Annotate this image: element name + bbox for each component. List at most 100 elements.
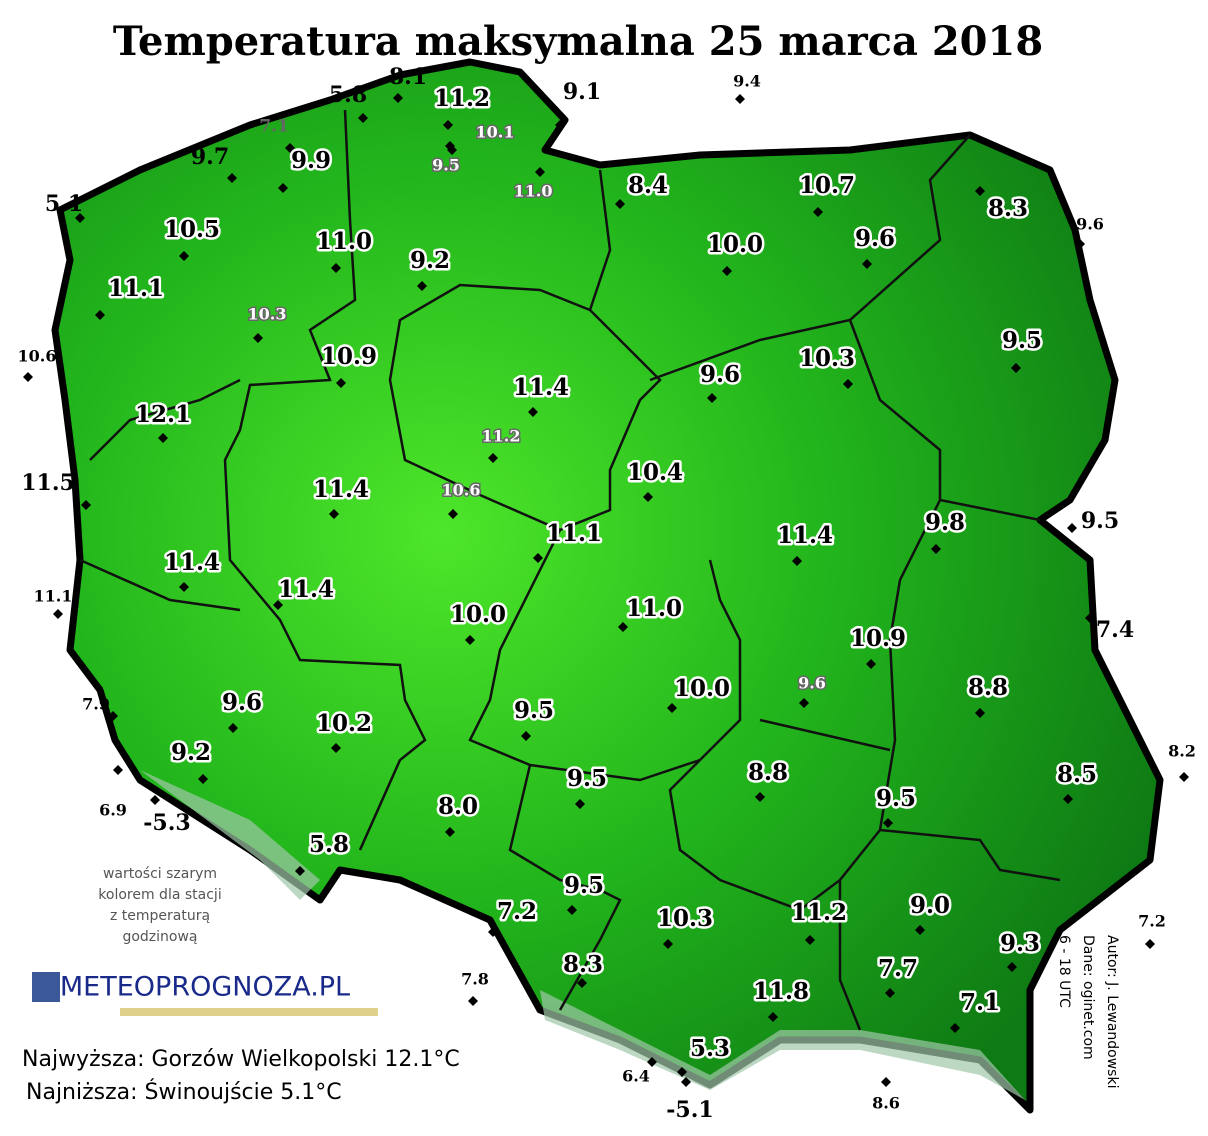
station-label: 10.0 [707, 231, 763, 258]
station-label: 7.4 [1096, 617, 1134, 643]
station-marker [885, 988, 895, 998]
note-line: kolorem dla stacji [98, 887, 221, 903]
station-marker [813, 207, 823, 217]
station-marker [950, 1023, 960, 1033]
station-marker [158, 433, 168, 443]
station-marker [643, 492, 653, 502]
station-marker [465, 635, 475, 645]
station-label: 9.6 [855, 225, 895, 252]
station-marker [528, 407, 538, 417]
station-marker [278, 183, 288, 193]
station-label: 7.2 [1138, 912, 1166, 931]
station-marker [95, 310, 105, 320]
station-label: 8.0 [438, 793, 478, 820]
station-label: 6.4 [622, 1067, 650, 1086]
station-marker [23, 372, 33, 382]
station-label: 9.6 [222, 689, 262, 716]
station-label: 11.0 [316, 228, 372, 255]
station-label: 9.5 [567, 765, 607, 792]
station-label: 8.5 [1057, 761, 1097, 788]
station-label: 7.7 [878, 955, 918, 982]
station-label: 11.1 [546, 520, 602, 547]
station-label: 11.4 [164, 549, 220, 576]
station-label: 11.8 [753, 978, 809, 1005]
station-label: 10.3 [657, 905, 713, 932]
station-label: 11.4 [278, 576, 334, 603]
station-label: 9.5 [564, 872, 604, 899]
station-marker [75, 213, 85, 223]
station-marker [792, 556, 802, 566]
station-marker [448, 509, 458, 519]
station-marker [535, 167, 545, 177]
station-marker [1063, 794, 1073, 804]
station-marker [331, 743, 341, 753]
station-marker [555, 120, 565, 130]
station-marker [198, 774, 208, 784]
station-label: 11.1 [108, 275, 164, 302]
station-label: 7.8 [461, 970, 489, 989]
station-marker [768, 1012, 778, 1022]
station-marker [1075, 239, 1085, 249]
station-marker [1145, 939, 1155, 949]
credit-line: Autor: J. Lewandowski [1104, 935, 1120, 1088]
station-label: 9.7 [191, 144, 229, 170]
note-line: z temperaturą [110, 908, 210, 924]
station-label: 10.9 [321, 343, 377, 370]
station-marker [915, 925, 925, 935]
station-marker [393, 93, 403, 103]
station-label-hourly: 9.5 [432, 156, 460, 175]
station-marker [1067, 523, 1077, 533]
station-label: 9.6 [700, 361, 740, 388]
station-marker [615, 199, 625, 209]
country [51, 58, 1164, 1114]
extreme-line: Najwyższa: Gorzów Wielkopolski 12.1°C [22, 1047, 460, 1072]
station-marker [1085, 613, 1095, 623]
station-marker [150, 795, 160, 805]
station-marker [521, 731, 531, 741]
station-label: 9.3 [1000, 930, 1040, 957]
logo-icon [32, 972, 60, 1002]
station-marker [681, 1077, 691, 1087]
station-label-hourly: 11.0 [514, 182, 553, 201]
station-label: 7.2 [497, 898, 537, 925]
station-marker [1011, 363, 1021, 373]
station-marker [881, 1077, 891, 1087]
station-marker [843, 379, 853, 389]
station-label: 8.4 [628, 172, 668, 199]
station-label: 10.5 [164, 216, 220, 243]
station-label: 10.9 [850, 625, 906, 652]
station-marker [575, 799, 585, 809]
station-label: 9.8 [925, 509, 965, 536]
station-marker [285, 143, 295, 153]
station-marker [975, 186, 985, 196]
station-label: 7.1 [960, 989, 1000, 1016]
station-marker [443, 120, 453, 130]
station-label: 9.5 [514, 697, 554, 724]
station-marker [805, 935, 815, 945]
station-marker [677, 1067, 687, 1077]
station-label: 10.4 [627, 459, 683, 486]
station-label-hourly: 9.6 [798, 674, 826, 693]
station-label: 11.0 [626, 595, 682, 622]
station-marker [336, 378, 346, 388]
station-marker [228, 723, 238, 733]
station-marker [862, 259, 872, 269]
extreme-line: Najniższa: Świnoujście 5.1°C [26, 1079, 342, 1105]
station-label: 11.1 [34, 587, 73, 606]
station-label: 5.3 [690, 1035, 730, 1062]
station-marker [227, 173, 237, 183]
station-label: 9.5 [876, 785, 916, 812]
mountains [140, 770, 1025, 1100]
station-marker [618, 622, 628, 632]
station-label-hourly: 11.2 [482, 427, 521, 446]
station-label: 11.2 [434, 85, 490, 112]
station-label: 11.2 [791, 899, 847, 926]
station-label-hourly: 10.1 [476, 123, 515, 142]
station-marker [331, 263, 341, 273]
station-label: 9.5 [1002, 327, 1042, 354]
station-marker [273, 600, 283, 610]
station-marker [179, 251, 189, 261]
station-label: 9.1 [563, 79, 601, 105]
station-marker [253, 333, 263, 343]
